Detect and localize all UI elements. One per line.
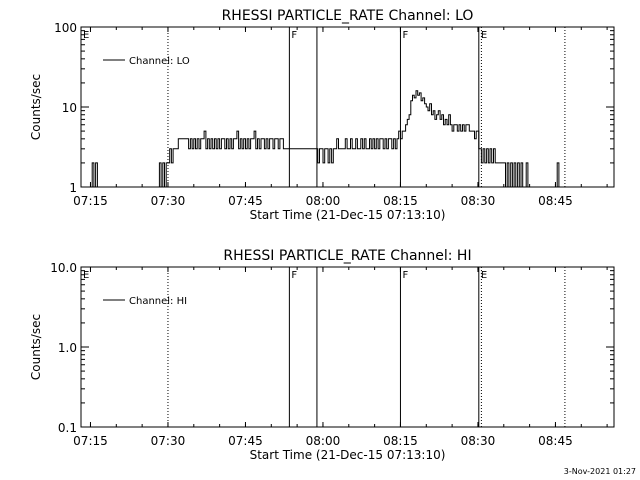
event-marker-label: F [291,30,297,41]
event-marker-label: F [291,270,297,281]
x-axis-label: Start Time (21-Dec-15 07:13:10) [250,448,446,462]
x-tick-label: 07:45 [228,194,263,208]
x-axis-label: Start Time (21-Dec-15 07:13:10) [250,208,446,222]
plot-frame [80,266,615,428]
y-tick-label: 10 [62,101,77,115]
y-tick-label: 1.0 [58,341,77,355]
event-marker-label: E [481,270,487,281]
y-axis-label: Counts/sec [29,74,43,140]
x-tick-label: 07:15 [73,434,108,448]
x-tick-label: 08:15 [383,194,418,208]
x-tick-label: 08:30 [461,194,496,208]
series-line [81,90,614,188]
y-tick-label: 100 [54,21,77,35]
footer-timestamp: 3-Nov-2021 01:27 [564,467,636,476]
event-marker-label: E [83,270,89,281]
x-tick-label: 07:15 [73,194,108,208]
event-marker-label: E [481,30,487,41]
x-tick-label: 07:45 [228,434,263,448]
x-tick-label: 08:45 [538,434,573,448]
legend-label: Channel: HI [129,296,187,307]
chart-title: RHESSI PARTICLE_RATE Channel: LO [222,8,474,24]
y-tick-label: 0.1 [58,421,77,435]
x-tick-label: 07:30 [151,194,186,208]
panel-hi: RHESSI PARTICLE_RATE Channel: HI 07:15 07:… [29,248,615,462]
y-tick-label: 1 [69,181,77,195]
event-marker-label: E [83,30,89,41]
event-marker-label: F [402,30,408,41]
y-axis-label: Counts/sec [29,314,43,380]
x-tick-label: 08:15 [383,434,418,448]
x-tick-label: 08:00 [306,194,341,208]
event-marker-label: F [402,270,408,281]
chart-title: RHESSI PARTICLE_RATE Channel: HI [223,248,471,264]
x-tick-label: 08:30 [461,434,496,448]
x-tick-label: 08:00 [306,434,341,448]
x-tick-label: 08:45 [538,194,573,208]
x-tick-label: 07:30 [151,434,186,448]
panel-lo: RHESSI PARTICLE_RATE Channel: LO 07:15 07:… [29,8,615,222]
legend-label: Channel: LO [129,56,190,67]
y-tick-label: 10.0 [50,261,77,275]
